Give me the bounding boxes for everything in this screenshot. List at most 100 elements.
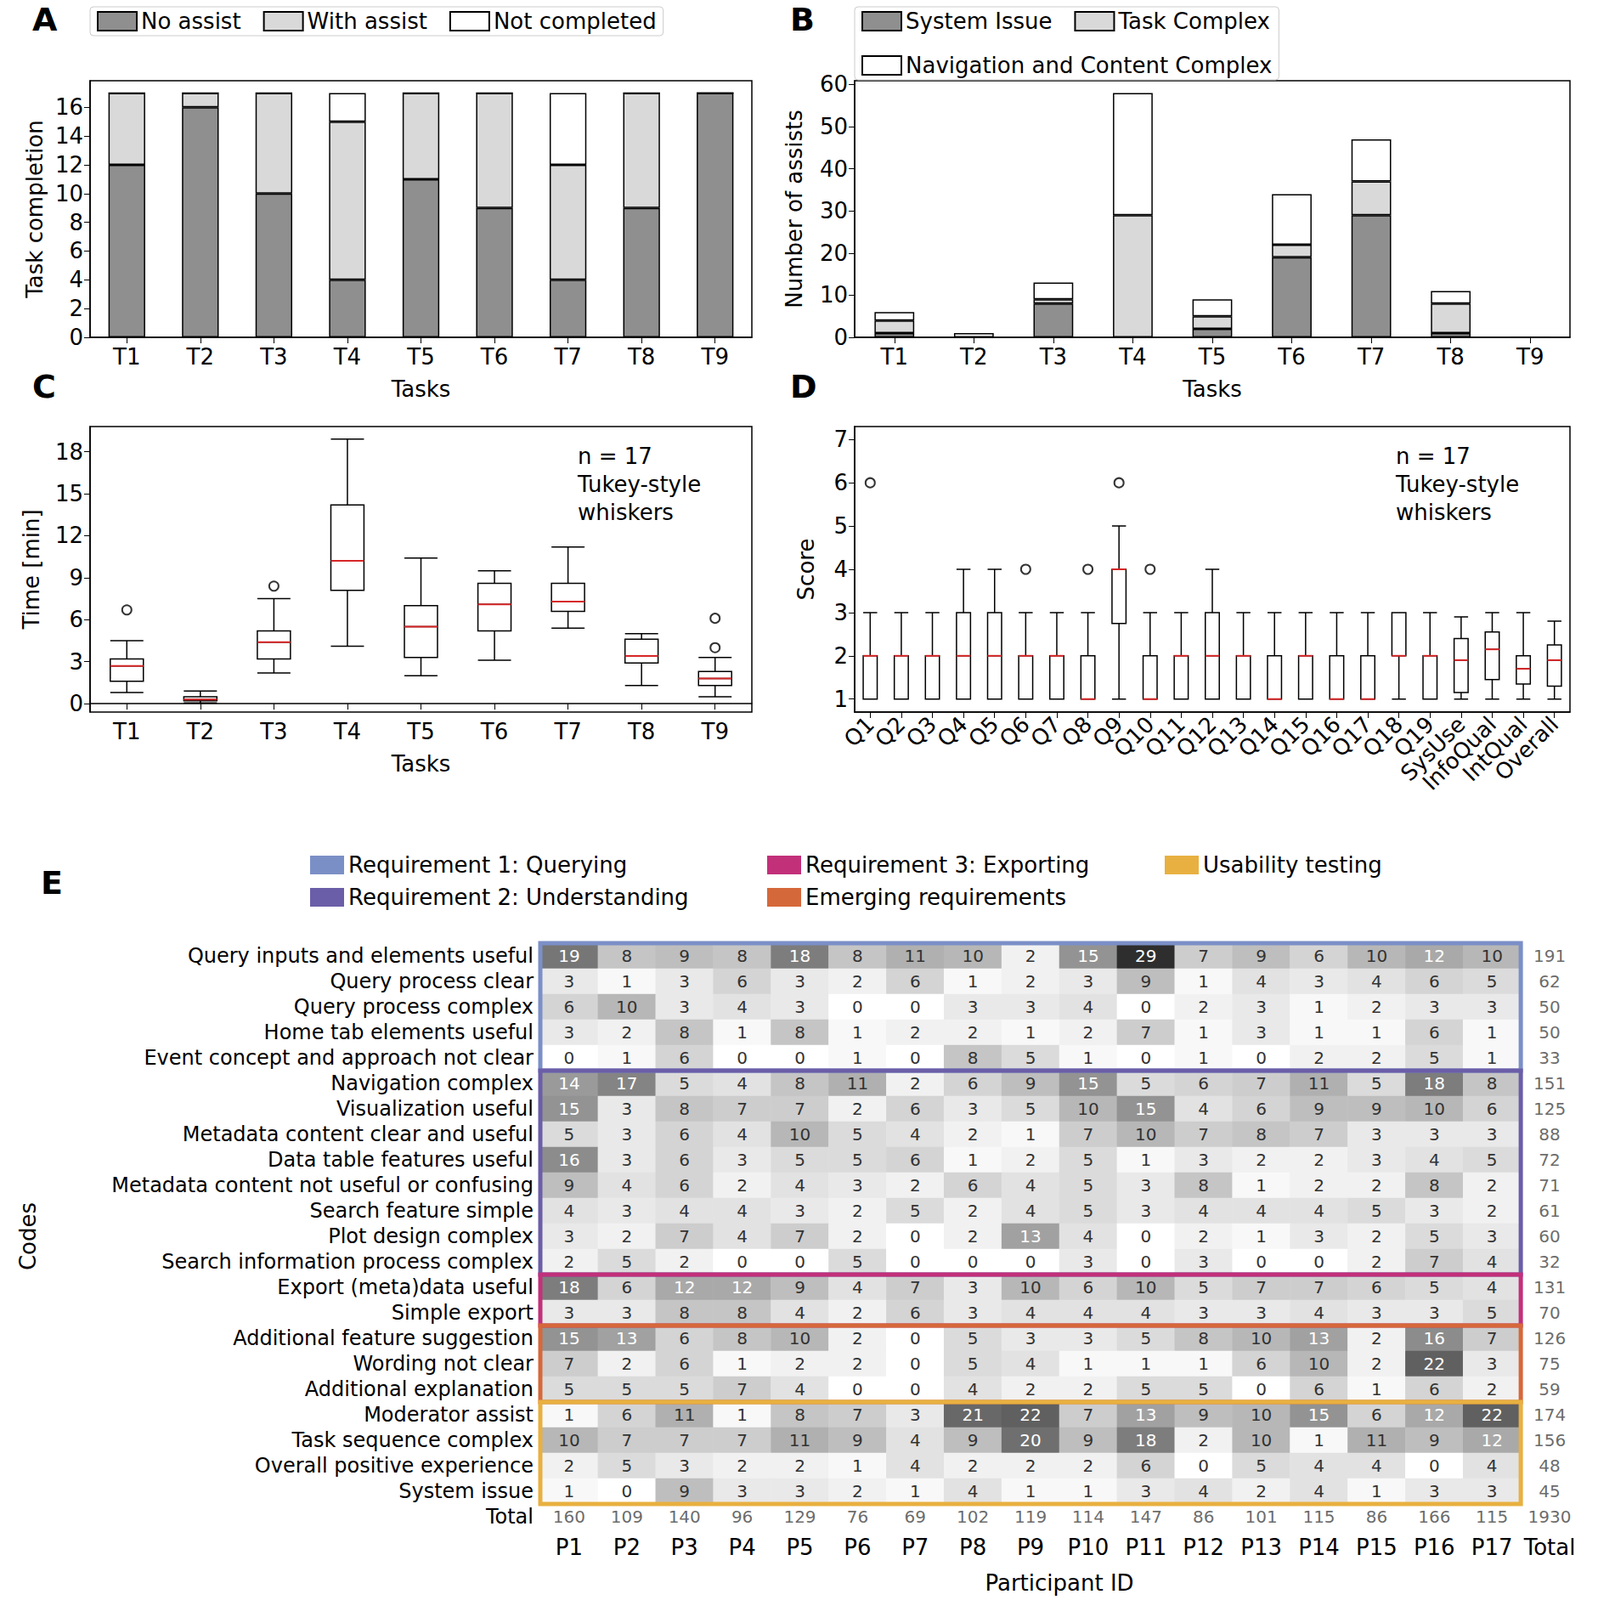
svg-text:5: 5: [564, 1378, 576, 1400]
svg-text:2: 2: [621, 1225, 633, 1247]
svg-text:16: 16: [558, 1149, 580, 1170]
svg-text:0: 0: [909, 1378, 921, 1400]
svg-text:T8: T8: [626, 344, 656, 370]
svg-text:3: 3: [736, 1149, 748, 1170]
svg-text:1: 1: [1025, 1022, 1037, 1043]
svg-text:15: 15: [1077, 945, 1099, 966]
svg-text:P5: P5: [785, 1534, 814, 1560]
svg-text:147: 147: [1129, 1506, 1163, 1527]
svg-text:0: 0: [621, 1480, 633, 1502]
svg-text:5: 5: [1025, 1098, 1037, 1119]
svg-text:50: 50: [819, 113, 848, 140]
svg-text:7: 7: [1255, 1276, 1267, 1298]
svg-text:5: 5: [1428, 1276, 1440, 1298]
svg-text:6: 6: [678, 1327, 690, 1349]
svg-text:9: 9: [794, 1276, 806, 1298]
svg-text:6: 6: [909, 1149, 921, 1170]
svg-text:P8: P8: [959, 1534, 987, 1560]
svg-text:126: 126: [1533, 1327, 1566, 1349]
svg-text:61: 61: [1538, 1200, 1560, 1221]
svg-text:2: 2: [564, 1251, 576, 1272]
svg-text:P14: P14: [1298, 1534, 1340, 1560]
svg-text:3: 3: [1428, 1200, 1440, 1221]
svg-text:29: 29: [1134, 945, 1157, 966]
svg-text:4: 4: [678, 1200, 690, 1221]
svg-text:5: 5: [1486, 971, 1498, 992]
svg-text:4: 4: [736, 1072, 748, 1094]
svg-text:5: 5: [1140, 1327, 1152, 1349]
svg-text:5: 5: [967, 1353, 979, 1374]
svg-text:12: 12: [731, 1276, 753, 1298]
svg-text:3: 3: [678, 1455, 690, 1476]
svg-text:1: 1: [1083, 1480, 1095, 1502]
svg-text:0: 0: [1140, 1047, 1152, 1068]
svg-text:4: 4: [564, 1200, 576, 1221]
svg-text:T4: T4: [1118, 344, 1147, 370]
svg-text:10: 10: [55, 180, 84, 207]
svg-text:Data table features useful: Data table features useful: [267, 1147, 534, 1172]
svg-text:T1: T1: [112, 718, 141, 745]
svg-text:4: 4: [909, 1429, 921, 1451]
svg-text:2: 2: [1486, 1378, 1498, 1400]
svg-text:1: 1: [967, 971, 979, 992]
svg-text:15: 15: [55, 480, 84, 507]
svg-text:Search information process com: Search information process complex: [161, 1249, 534, 1274]
svg-text:2: 2: [1371, 1251, 1383, 1272]
svg-text:10: 10: [1134, 1276, 1157, 1298]
svg-text:9: 9: [678, 1480, 690, 1502]
svg-text:5: 5: [1486, 1302, 1498, 1323]
svg-text:1: 1: [833, 686, 848, 712]
svg-text:1: 1: [564, 1480, 576, 1502]
svg-text:3: 3: [1313, 1225, 1325, 1247]
svg-text:20: 20: [1019, 1429, 1041, 1451]
svg-text:Navigation complex: Navigation complex: [330, 1071, 534, 1096]
svg-text:3: 3: [1486, 1480, 1498, 1502]
svg-text:6: 6: [967, 1072, 979, 1094]
svg-text:5: 5: [1197, 1378, 1209, 1400]
svg-text:2: 2: [1313, 1174, 1325, 1196]
svg-text:10: 10: [1366, 945, 1388, 966]
svg-text:3: 3: [1025, 996, 1037, 1017]
svg-text:2: 2: [794, 1353, 806, 1374]
svg-text:1: 1: [1197, 1047, 1209, 1068]
svg-text:3: 3: [678, 996, 690, 1017]
svg-text:5: 5: [621, 1378, 633, 1400]
svg-text:4: 4: [1083, 1302, 1095, 1323]
svg-text:6: 6: [1083, 1276, 1095, 1298]
svg-text:191: 191: [1533, 945, 1566, 966]
svg-text:8: 8: [967, 1047, 979, 1068]
svg-text:2: 2: [909, 1072, 921, 1094]
svg-text:6: 6: [1313, 945, 1325, 966]
svg-text:3: 3: [1428, 1123, 1440, 1145]
svg-text:3: 3: [1083, 1327, 1095, 1349]
svg-text:8: 8: [794, 1072, 806, 1094]
svg-text:2: 2: [852, 1225, 864, 1247]
svg-text:Metadata content not useful or: Metadata content not useful or confusing: [111, 1173, 534, 1198]
svg-text:6: 6: [621, 1404, 633, 1425]
svg-text:4: 4: [1428, 1149, 1440, 1170]
svg-text:Task sequence complex: Task sequence complex: [291, 1428, 534, 1452]
svg-text:3: 3: [1197, 1251, 1209, 1272]
svg-text:2: 2: [1255, 1149, 1267, 1170]
svg-text:T2: T2: [959, 344, 988, 370]
svg-text:Tukey-style: Tukey-style: [1394, 471, 1519, 497]
svg-text:2: 2: [909, 1174, 921, 1196]
svg-text:5: 5: [909, 1200, 921, 1221]
svg-text:P12: P12: [1182, 1534, 1225, 1560]
svg-text:Event concept and approach not: Event concept and approach not clear: [143, 1045, 534, 1070]
svg-text:22: 22: [1019, 1404, 1041, 1425]
svg-text:1930: 1930: [1528, 1506, 1572, 1527]
svg-text:2: 2: [794, 1455, 806, 1476]
svg-text:P1: P1: [555, 1534, 583, 1560]
svg-text:3: 3: [1140, 1174, 1152, 1196]
svg-text:4: 4: [1486, 1276, 1498, 1298]
svg-text:8: 8: [678, 1098, 690, 1119]
svg-text:1: 1: [1197, 1353, 1209, 1374]
svg-text:11: 11: [1366, 1429, 1388, 1451]
svg-text:115: 115: [1475, 1506, 1508, 1527]
svg-text:5: 5: [621, 1455, 633, 1476]
svg-text:0: 0: [909, 996, 921, 1017]
svg-text:18: 18: [1134, 1429, 1157, 1451]
svg-text:T6: T6: [479, 344, 509, 370]
svg-text:T7: T7: [553, 718, 582, 745]
